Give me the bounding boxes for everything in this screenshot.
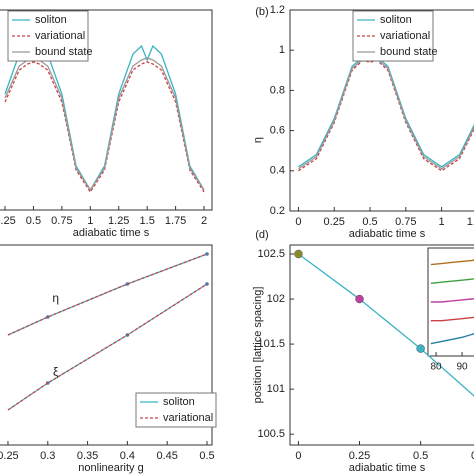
y-axis-label: position [lattice spacing]	[252, 287, 264, 404]
x-tick-label: 0.35	[77, 450, 98, 462]
annotation: ξ	[53, 365, 59, 379]
y-tick-label: 102.5	[257, 248, 285, 260]
legend-label: soliton	[163, 396, 195, 408]
legend-box	[135, 392, 217, 428]
x-tick-label: 0.5	[362, 216, 377, 228]
x-tick-label: 1	[87, 215, 93, 227]
x-tick-label: 0.5	[199, 450, 214, 462]
legend-label: soliton	[35, 14, 67, 26]
x-tick-label: 1	[439, 216, 445, 228]
x-tick-label: 1.25	[108, 215, 129, 227]
y-tick-label: 100.5	[257, 428, 285, 440]
data-line	[298, 56, 474, 168]
x-tick-label: 1.5	[140, 215, 155, 227]
data-line	[4, 57, 205, 192]
data-line	[7, 253, 208, 336]
x-tick-label: 0.5	[413, 450, 428, 462]
legend-label: bound state	[380, 46, 438, 58]
x-tick-label: 0.75	[471, 450, 474, 462]
y-tick-label: 1	[279, 44, 285, 56]
x-axis-label: adiabatic time s	[349, 462, 426, 474]
y-tick-label: 101.5	[257, 338, 285, 350]
x-tick-label: 2	[201, 215, 207, 227]
y-tick-label: 101	[267, 383, 285, 395]
inset-x-tick-label: 90	[456, 362, 468, 373]
x-axis-label: nonlinearity g	[78, 462, 143, 474]
legend-box	[352, 10, 434, 62]
axes-frame	[289, 244, 474, 446]
x-tick-label: 1.25	[467, 216, 474, 228]
data-point	[355, 294, 364, 304]
x-tick-label: 0.4	[120, 450, 135, 462]
panel-label: (d)	[255, 229, 268, 241]
y-tick-label: 102	[267, 293, 285, 305]
x-axis-label: adiabatic time s	[349, 228, 426, 240]
data-line	[298, 58, 474, 170]
x-tick-label: 0.25	[0, 450, 19, 462]
y-tick-label: 1.2	[270, 4, 285, 16]
annotation: η	[52, 291, 59, 305]
legend-label: variational	[163, 412, 213, 424]
data-line	[7, 253, 208, 336]
legend-label: variational	[35, 30, 85, 42]
data-line	[298, 59, 474, 172]
x-tick-label: 0.25	[0, 215, 16, 227]
data-line	[4, 61, 205, 194]
data-line	[7, 283, 208, 411]
y-tick-label: 0.8	[270, 84, 285, 96]
legend-label: bound state	[35, 46, 93, 58]
x-tick-label: 0.25	[324, 216, 345, 228]
y-tick-label: 0.6	[270, 125, 285, 137]
x-tick-label: 0.45	[156, 450, 177, 462]
legend-label: soliton	[380, 14, 412, 26]
x-tick-label: 0.3	[40, 450, 55, 462]
panel-label: (b)	[255, 6, 268, 18]
data-point	[294, 249, 303, 259]
x-tick-label: 0.5	[26, 215, 41, 227]
legend-label: variational	[380, 30, 430, 42]
x-tick-label: 0	[295, 450, 301, 462]
axes-frame	[0, 244, 213, 446]
inset-x-tick-label: 80	[430, 362, 442, 373]
legend-box	[7, 10, 89, 62]
data-line	[7, 283, 208, 411]
x-tick-label: 0	[295, 216, 301, 228]
x-tick-label: 0.25	[349, 450, 370, 462]
x-tick-label: 0.75	[51, 215, 72, 227]
y-tick-label: 0.2	[270, 205, 285, 217]
axes-frame	[289, 9, 474, 212]
y-axis-label: η	[252, 137, 264, 143]
data-point	[205, 252, 209, 256]
x-axis-label: adiabatic time s	[73, 227, 150, 239]
x-tick-label: 0.75	[395, 216, 416, 228]
x-tick-label: 1.75	[165, 215, 186, 227]
data-point	[416, 344, 425, 353]
axes-frame	[0, 9, 213, 211]
y-tick-label: 0.4	[270, 165, 285, 177]
